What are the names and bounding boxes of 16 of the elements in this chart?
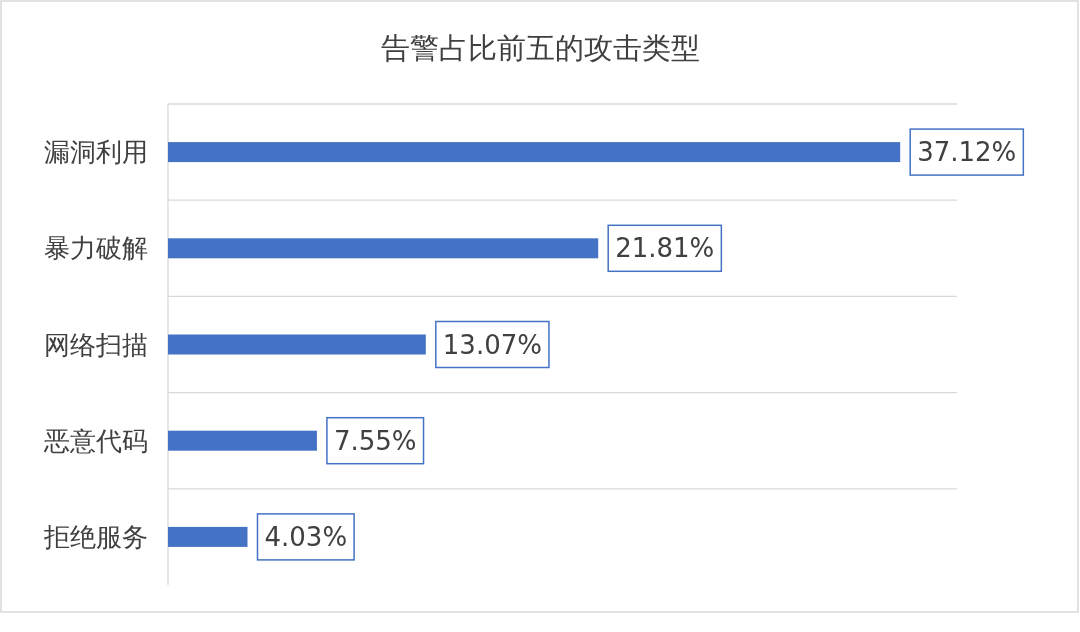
bar (168, 526, 248, 547)
bar (168, 334, 426, 355)
chart-title: 告警占比前五的攻击类型 (380, 31, 700, 65)
data-label: 7.55% (333, 425, 417, 456)
y-tick-label: 恶意代码 (43, 425, 148, 456)
data-label: 13.07% (442, 329, 542, 360)
data-label: 4.03% (264, 521, 348, 552)
bar (168, 142, 901, 163)
data-label: 21.81% (615, 233, 715, 264)
bar (168, 430, 317, 451)
data-label: 37.12% (917, 137, 1017, 168)
y-tick-label: 漏洞利用 (44, 137, 148, 168)
bar (168, 238, 599, 259)
y-tick-label: 网络扫描 (44, 329, 148, 360)
y-tick-label: 暴力破解 (44, 233, 148, 264)
y-tick-label: 拒绝服务 (43, 521, 148, 552)
